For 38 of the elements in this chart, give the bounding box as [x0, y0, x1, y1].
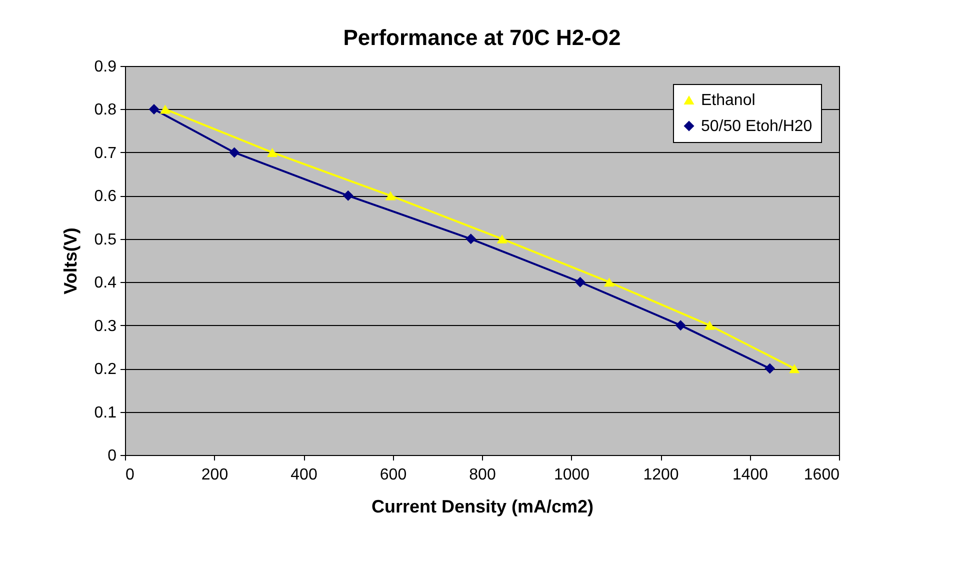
point: [466, 234, 476, 244]
x-tick-label: 200: [201, 466, 228, 484]
legend-label: Ethanol: [701, 92, 756, 109]
y-tick-label: 0.1: [94, 404, 117, 422]
x-tick-label: 600: [380, 466, 407, 484]
y-tick-label: 0.6: [94, 188, 117, 206]
y-tick-label: 0.9: [94, 58, 117, 76]
point: [675, 320, 686, 331]
y-tick-label: 0.3: [94, 318, 117, 335]
y-axis-title: Volts(V): [60, 228, 80, 294]
x-tick-label: 1400: [732, 466, 768, 484]
point: [160, 104, 170, 114]
x-tick-label: 800: [469, 466, 496, 484]
chart-title: Performance at 70C H2-O2: [343, 25, 621, 50]
y-tick-label: 0.2: [94, 361, 117, 378]
y-tick-label: 0.8: [94, 102, 117, 119]
x-tick-label: 1000: [554, 466, 590, 484]
legend-label: 50/50 Etoh/H20: [701, 118, 812, 135]
point: [148, 104, 160, 114]
y-tick-label: 0.5: [94, 231, 117, 248]
point: [496, 234, 508, 244]
y-tick-label: 0.4: [94, 274, 117, 292]
point: [574, 276, 586, 288]
point: [789, 364, 800, 374]
x-tick-label: 0: [126, 466, 134, 484]
point: [604, 278, 614, 287]
x-tick-label: 1600: [804, 466, 840, 484]
point: [267, 148, 278, 157]
x-axis-title: Current Density (mA/cm2): [371, 496, 594, 516]
x-tick-label: 400: [290, 466, 318, 484]
point: [704, 320, 715, 330]
point: [229, 147, 240, 158]
point: [385, 191, 396, 200]
x-tick-label: 1200: [643, 466, 679, 484]
y-tick-label: 0: [108, 448, 117, 464]
point: [342, 190, 354, 201]
y-tick-label: 0.7: [94, 144, 117, 162]
point: [764, 363, 776, 374]
